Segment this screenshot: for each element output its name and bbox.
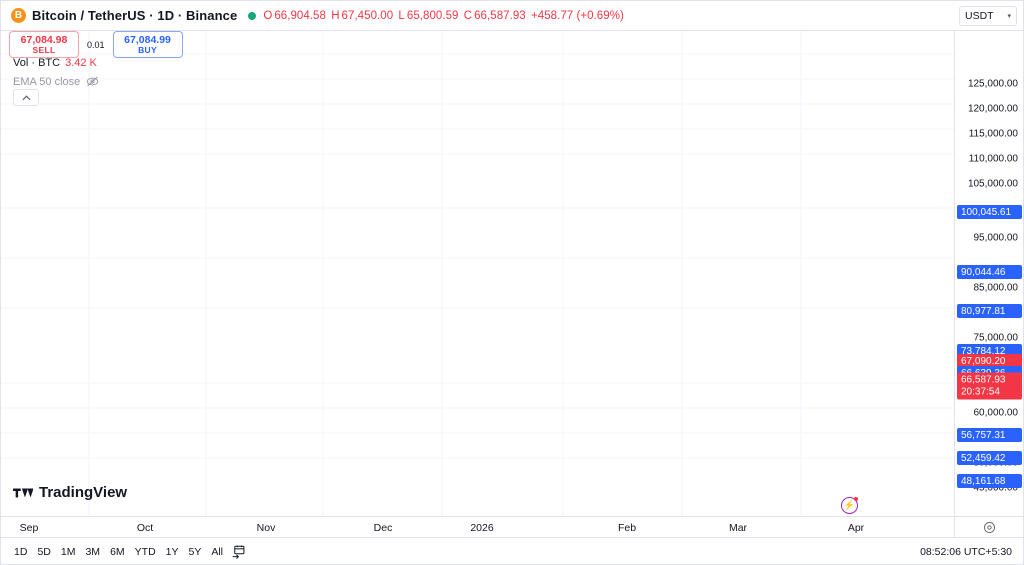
ema-legend[interactable]: EMA 50 close: [13, 75, 99, 88]
buy-price: 67,084.99: [124, 33, 171, 46]
price-level-badge[interactable]: 52,459.42: [957, 451, 1022, 465]
range-button-6m[interactable]: 6M: [110, 546, 125, 558]
volume-legend[interactable]: Vol · BTC 3.42 K: [13, 57, 97, 69]
price-tick-label: 115,000.00: [968, 128, 1018, 140]
sell-button[interactable]: 67,084.98 SELL: [9, 31, 79, 58]
eye-off-icon[interactable]: [86, 75, 99, 88]
currency-label: USDT: [965, 10, 994, 22]
clock-label: 08:52:06 UTC+5:30: [920, 546, 1012, 558]
close-label: C: [463, 9, 473, 22]
price-level-badge[interactable]: 80,977.81: [957, 304, 1022, 318]
range-button-3m[interactable]: 3M: [85, 546, 101, 558]
price-tick-label: 105,000.00: [967, 178, 1018, 190]
quantity-value[interactable]: 0.01: [87, 39, 105, 50]
time-tick-label: Mar: [728, 522, 748, 534]
alert-dot-icon: [854, 497, 858, 501]
range-button-all[interactable]: All: [211, 546, 224, 558]
close-value: 66,587.93: [474, 9, 526, 22]
range-button-5d[interactable]: 5D: [37, 546, 51, 558]
price-tick-label: 60,000.00: [973, 407, 1019, 419]
axis-settings-button[interactable]: [954, 516, 1023, 538]
bitcoin-logo-icon: B: [11, 8, 26, 23]
range-button-1m[interactable]: 1M: [60, 546, 76, 558]
market-status-dot-icon: [248, 11, 257, 20]
sell-label: SELL: [32, 44, 56, 55]
time-tick-label: 2026: [470, 522, 494, 534]
price-level-badge[interactable]: 90,044.46: [957, 265, 1022, 279]
range-button-1y[interactable]: 1Y: [165, 546, 179, 558]
time-tick-label: Sep: [19, 522, 39, 534]
chart-header: B Bitcoin / TetherUS · 1D · Binance O 66,…: [1, 1, 1023, 31]
high-label: H: [331, 9, 340, 22]
sell-price: 67,084.98: [20, 33, 68, 46]
brand-name: TradingView: [39, 484, 128, 501]
price-tick-label: 125,000.00: [967, 78, 1018, 90]
price-level-badge[interactable]: 48,161.68: [957, 474, 1022, 488]
price-axis[interactable]: 125,000.00 120,000.00 115,000.00 110,000.00…: [954, 31, 1023, 516]
range-button-ytd[interactable]: YTD: [134, 546, 156, 558]
price-tick-label: 120,000.00: [967, 103, 1018, 115]
price-tick-label: 110,000.00: [968, 153, 1018, 165]
open-label: O: [263, 9, 273, 22]
symbol-title[interactable]: Bitcoin / TetherUS · 1D · Binance: [32, 8, 238, 23]
range-button-1d[interactable]: 1D: [14, 546, 28, 558]
price-level-badge[interactable]: 100,045.61: [957, 205, 1022, 219]
range-selector: 1D 5D 1M 3M 6M YTD 1Y 5Y All: [1, 546, 223, 558]
time-tick-label: Oct: [136, 522, 154, 534]
alert-lightning-icon[interactable]: ⚡: [841, 497, 858, 514]
price-tick-label: 85,000.00: [973, 282, 1019, 294]
price-level-badge[interactable]: 56,757.31: [957, 428, 1022, 442]
price-tick-label: 75,000.00: [973, 332, 1019, 344]
calendar-range-icon[interactable]: [231, 545, 246, 560]
chart-pane[interactable]: [1, 31, 956, 516]
volume-legend-value: 3.42 K: [65, 57, 97, 69]
high-value: 67,450.00: [341, 9, 394, 22]
candlestick-chart-svg: [1, 31, 956, 516]
bar-countdown: 20:37:54: [961, 386, 1000, 397]
target-icon: [983, 521, 995, 533]
bottom-toolbar: 1D 5D 1M 3M 6M YTD 1Y 5Y All 08:52:06 UTC+5:30: [1, 538, 1023, 564]
tradingview-logo-icon: [13, 488, 33, 497]
chevron-down-icon: ▾: [1007, 13, 1011, 20]
volume-legend-title: Vol · BTC: [13, 57, 61, 69]
ohlc-values: O 66,904.58 H 67,450.00 L 65,800.59 C 66,587…: [263, 10, 626, 22]
trade-panel: 67,084.98 SELL 0.01 67,084.99 BUY: [9, 31, 183, 58]
time-axis[interactable]: Sep Oct Nov Dec 2026 Feb Mar Apr: [1, 516, 956, 538]
change-value: +458.77 (+0.69%): [530, 9, 624, 22]
time-tick-label: Feb: [617, 522, 637, 534]
open-value: 66,904.58: [274, 9, 326, 22]
buy-label: BUY: [138, 44, 157, 55]
price-tick-label: 45,000.00: [973, 482, 1019, 494]
low-label: L: [398, 9, 405, 22]
currency-selector[interactable]: USDT ▾: [959, 6, 1017, 26]
price-tick-label: 95,000.00: [973, 232, 1019, 244]
last-price-badge[interactable]: 66,587.93 20:37:54: [957, 372, 1022, 400]
time-tick-label: Nov: [256, 522, 276, 534]
price-level-badge[interactable]: 67,090.20: [957, 354, 1022, 368]
tradingview-watermark: TradingView: [13, 484, 127, 501]
low-value: 65,800.59: [406, 9, 459, 22]
range-button-5y[interactable]: 5Y: [188, 546, 202, 558]
ema-legend-title: EMA 50 close: [13, 75, 81, 88]
time-tick-label: Apr: [847, 522, 865, 534]
collapse-legend-button[interactable]: [13, 89, 39, 106]
time-tick-label: Dec: [373, 522, 393, 534]
buy-button[interactable]: 67,084.99 BUY: [112, 31, 183, 58]
last-price-value: 66,587.93: [961, 374, 1006, 386]
